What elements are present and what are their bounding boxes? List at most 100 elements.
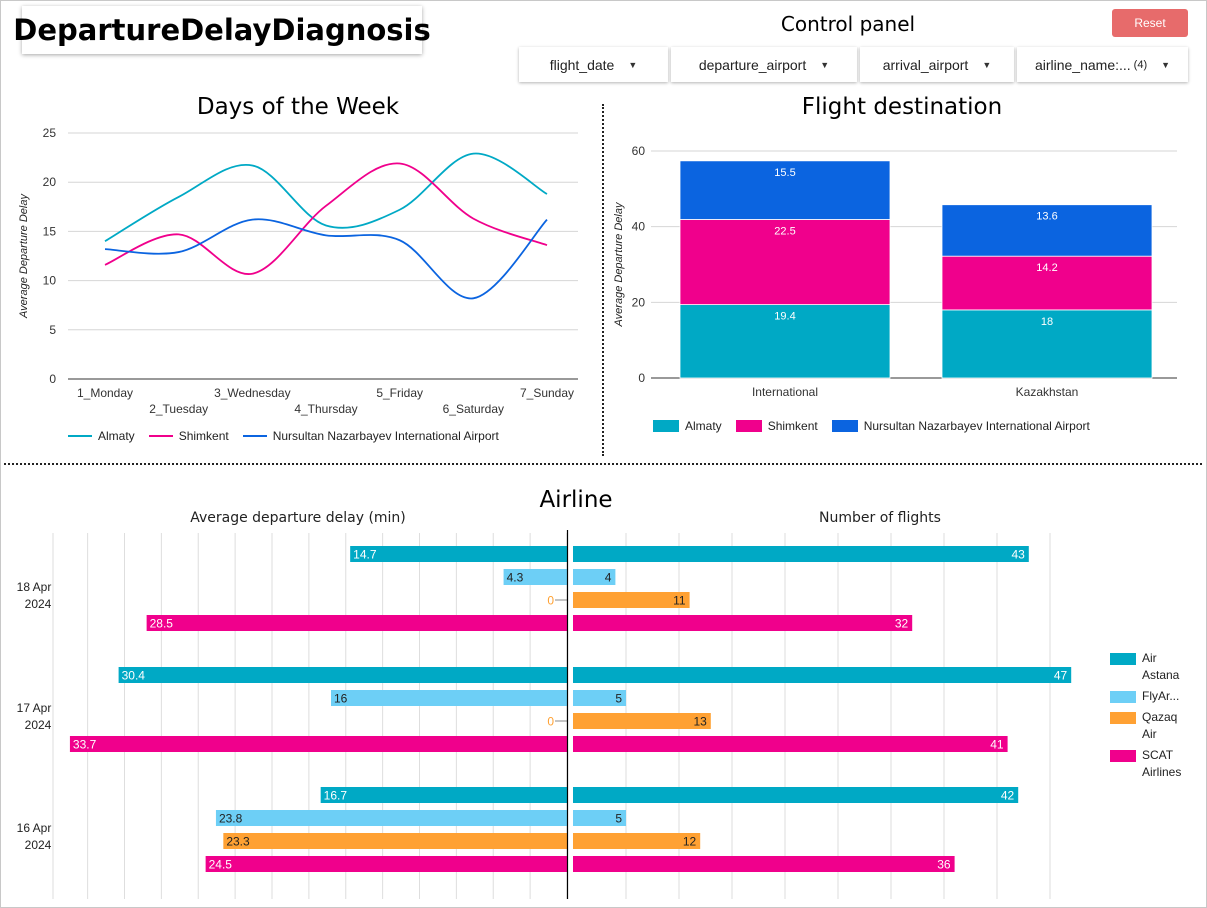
- data-label: 36: [937, 858, 951, 872]
- legend-swatch: [242, 435, 267, 437]
- filter-departure-airport[interactable]: departure_airport ▼: [671, 47, 857, 82]
- legend-item-nursultan: Nursultan Nazarbayev International Airpo…: [242, 429, 499, 443]
- x-tick-label: 2_Tuesday: [149, 402, 208, 416]
- legend-item-scat: SCAT Airlines: [1110, 747, 1190, 781]
- x-tick-label: 1_Monday: [77, 386, 133, 400]
- data-label: 16.7: [324, 789, 348, 803]
- series-line: [104, 218, 548, 300]
- legend-item-shimkent: Shimkent: [735, 419, 818, 433]
- filter-arrival-airport[interactable]: arrival_airport ▼: [860, 47, 1014, 82]
- data-label: 4: [605, 571, 612, 585]
- flights-bar: [573, 569, 616, 585]
- group-label: 2024: [25, 597, 52, 611]
- y-tick-label: 0: [638, 371, 645, 385]
- legend-item-qazaq-air: Qazaq Air: [1110, 709, 1190, 743]
- legend-label: Nursultan Nazarbayev International Airpo…: [272, 429, 499, 443]
- delay-bar: [118, 667, 567, 683]
- days-chart-title: Days of the Week: [196, 94, 400, 120]
- flights-bar: [573, 810, 626, 826]
- legend-item-nursultan: Nursultan Nazarbayev International Airpo…: [831, 419, 1090, 433]
- x-tick-label: 4_Thursday: [294, 402, 357, 416]
- y-tick-label: 20: [632, 295, 646, 309]
- data-label: 12: [683, 835, 697, 849]
- flights-bar: [573, 592, 690, 608]
- delay-bar: [503, 569, 567, 585]
- data-label: 22.5: [774, 225, 795, 237]
- flights-bar: [573, 546, 1029, 562]
- x-tick-label: 3_Wednesday: [214, 386, 291, 400]
- flights-bar: [573, 833, 701, 849]
- days-chart-legend: Almaty Shimkent Nursultan Nazarbayev Int…: [68, 429, 513, 443]
- caret-down-icon: ▼: [982, 59, 992, 70]
- data-label: 47: [1054, 669, 1068, 683]
- caret-down-icon: ▼: [628, 59, 638, 70]
- stacked-bar-segment: [941, 309, 1153, 379]
- data-label: 19.4: [774, 311, 795, 323]
- group-label: 17 Apr: [17, 701, 52, 715]
- filter-airline-name[interactable]: airline_name:... (4) ▼: [1017, 47, 1188, 82]
- filter-count-badge: (4): [1133, 58, 1148, 71]
- y-tick-label: 25: [43, 126, 57, 140]
- legend-label: FlyAr...: [1142, 688, 1190, 705]
- legend-swatch: [653, 420, 679, 432]
- stacked-bar-segment: [679, 219, 891, 306]
- legend-label-line: Astana: [1142, 668, 1180, 682]
- stacked-bar-segment: [941, 204, 1153, 257]
- legend-label: Almaty: [98, 429, 135, 443]
- stacked-bar-segment: [941, 255, 1153, 311]
- stacked-bar-segment: [679, 304, 891, 379]
- stacked-bar-segment: [679, 160, 891, 220]
- data-label: 13.6: [1036, 211, 1057, 223]
- data-label: 41: [990, 738, 1004, 752]
- legend-label: Almaty: [685, 419, 722, 433]
- legend-label-line: Airlines: [1142, 765, 1182, 779]
- data-label: 30.4: [122, 669, 146, 683]
- y-tick-label: 5: [49, 323, 56, 337]
- data-label: 11: [673, 594, 686, 608]
- legend-swatch: [1110, 691, 1136, 703]
- flight-destination-chart: 0 20 40 60 Average Departure Delay 19.4 22.5 15…: [613, 144, 1177, 399]
- control-panel-title: Control panel: [780, 12, 916, 36]
- flights-bar: [573, 787, 1019, 803]
- x-tick-label: 5_Friday: [376, 386, 423, 400]
- y-tick-label: 20: [43, 175, 57, 189]
- vertical-divider: [602, 104, 604, 456]
- legend-label-line: Air: [1142, 651, 1157, 665]
- delay-bar: [215, 810, 567, 826]
- group-label: 2024: [25, 838, 52, 852]
- data-label: 42: [1001, 789, 1015, 803]
- flights-bar: [573, 736, 1008, 752]
- data-label: 0: [547, 594, 554, 608]
- legend-swatch: [1110, 750, 1136, 762]
- flights-bar: [573, 615, 913, 631]
- airline-chart-title: Airline: [539, 487, 613, 513]
- destination-chart-title: Flight destination: [801, 94, 1003, 120]
- delay-bar: [350, 546, 567, 562]
- delay-bar: [320, 787, 567, 803]
- flights-bar: [573, 713, 711, 729]
- legend-label-line: FlyAr...: [1142, 689, 1180, 703]
- filter-flight-date[interactable]: flight_date ▼: [519, 47, 668, 82]
- legend-item-flyarystan: FlyAr...: [1110, 688, 1190, 705]
- legend-swatch: [735, 420, 762, 432]
- legend-label: SCAT Airlines: [1142, 747, 1190, 781]
- data-label: 16: [334, 692, 348, 706]
- y-tick-label: 15: [43, 224, 57, 238]
- x-tick-label: International: [752, 385, 818, 399]
- legend-label: Qazaq Air: [1142, 709, 1190, 743]
- group-label: 2024: [25, 718, 52, 732]
- filter-label: airline_name:...: [1034, 56, 1131, 73]
- data-label: 28.5: [150, 617, 174, 631]
- data-label: 14.7: [353, 548, 377, 562]
- flights-bar: [573, 690, 626, 706]
- legend-label-line: SCAT: [1142, 748, 1174, 762]
- legend-label: Shimkent: [178, 429, 229, 443]
- legend-label: Air Astana: [1142, 650, 1190, 684]
- data-label: 18: [1041, 316, 1053, 328]
- destination-chart-legend: Almaty Shimkent Nursultan Nazarbayev Int…: [653, 419, 1104, 433]
- delay-bar: [69, 736, 568, 752]
- reset-button[interactable]: Reset: [1112, 9, 1188, 37]
- legend-item-shimkent: Shimkent: [148, 429, 229, 443]
- legend-label-line: Air: [1142, 727, 1157, 741]
- y-axis-label: Average Departure Delay: [613, 201, 625, 327]
